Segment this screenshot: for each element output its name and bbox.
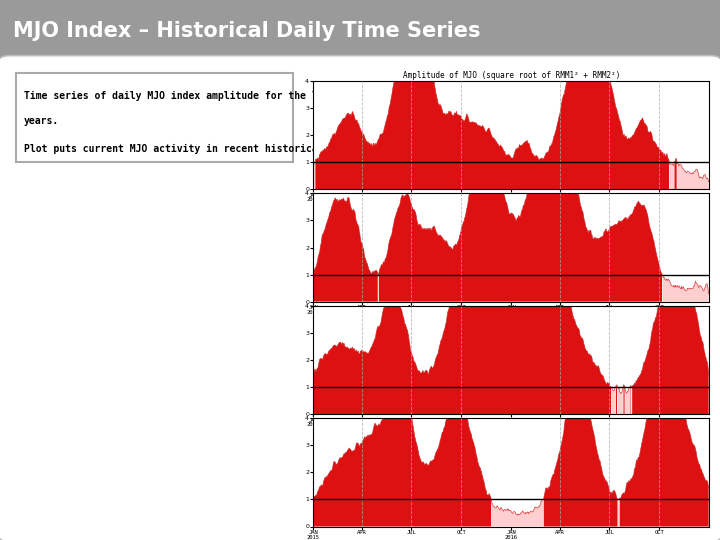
Text: years.: years. [24, 116, 60, 126]
Text: MJO Index – Historical Daily Time Series: MJO Index – Historical Daily Time Series [13, 21, 480, 41]
Text: Plot puts current MJO activity in recent historical context.: Plot puts current MJO activity in recent… [24, 144, 377, 154]
Title: Amplitude of MJO (square root of RMM1² + RMM2²): Amplitude of MJO (square root of RMM1² +… [402, 71, 620, 80]
Text: Time series of daily MJO index amplitude for the last few: Time series of daily MJO index amplitude… [24, 91, 359, 101]
